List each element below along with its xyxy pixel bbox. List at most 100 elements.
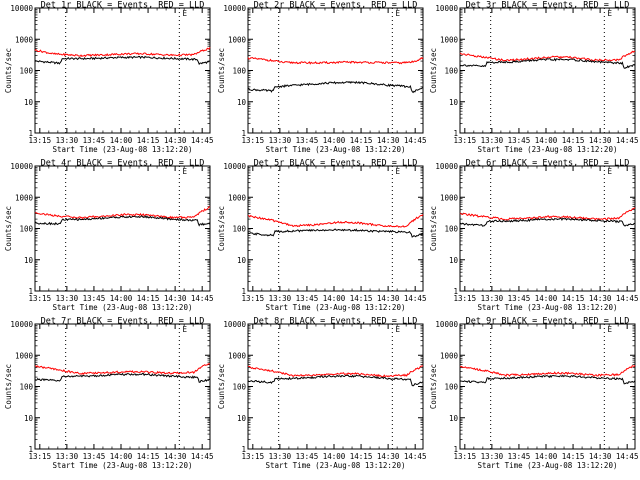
x-tick-label: 14:30	[589, 136, 612, 145]
y-tick-label: 1000	[440, 193, 459, 202]
y-tick-label: 100	[19, 225, 33, 234]
y-tick-label: 1000	[228, 193, 247, 202]
y-axis-label: Counts/sec	[429, 48, 438, 93]
events-series-line	[459, 217, 636, 227]
y-tick-label: 1	[453, 445, 458, 454]
plot-frame	[459, 323, 636, 450]
x-tick-label: 13:30	[56, 452, 79, 461]
panel-title: Det 9r BLACK = Events, RED = LLD	[466, 317, 630, 327]
y-tick-label: 1000	[15, 351, 34, 360]
y-axis-label: Counts/sec	[217, 48, 226, 93]
detector-panel-1: Det 1r BLACK = Events, RED = LLD 1 10 100 10…	[4, 1, 213, 155]
x-tick-label: 14:15	[137, 136, 160, 145]
x-tick-label: 13:15	[29, 136, 52, 145]
lld-series-line	[459, 207, 636, 221]
x-tick-label: 14:00	[323, 136, 346, 145]
x-axis-label: Start Time (23-Aug-08 13:12:20)	[266, 461, 406, 470]
y-axis-label: Counts/sec	[429, 364, 438, 409]
x-tick-label: 14:30	[589, 294, 612, 303]
x-tick-label: 14:15	[350, 136, 373, 145]
y-tick-label: 100	[444, 383, 458, 392]
x-tick-label: 14:15	[562, 294, 585, 303]
x-tick-label: 14:30	[377, 294, 400, 303]
lld-series-line	[247, 57, 424, 65]
x-tick-label: 14:45	[191, 136, 214, 145]
x-tick-label: 14:45	[404, 136, 427, 145]
y-tick-label: 100	[19, 383, 33, 392]
x-tick-label: 13:30	[481, 452, 504, 461]
x-tick-label: 14:45	[404, 452, 427, 461]
x-tick-label: 14:30	[164, 294, 187, 303]
plot-frame	[459, 165, 636, 292]
marker-letter: E	[607, 167, 612, 176]
y-tick-label: 1000	[228, 35, 247, 44]
x-axis-label: Start Time (23-Aug-08 13:12:20)	[478, 303, 618, 312]
x-tick-label: 13:15	[454, 452, 477, 461]
plot-frame	[34, 7, 211, 134]
marker-letter: E	[607, 9, 612, 18]
x-tick-label: 14:30	[164, 136, 187, 145]
x-axis-label: Start Time (23-Aug-08 13:12:20)	[53, 303, 193, 312]
y-tick-label: 1	[28, 445, 33, 454]
panel-title: Det 6r BLACK = Events, RED = LLD	[466, 159, 630, 169]
x-tick-label: 13:30	[269, 136, 292, 145]
y-axis-label: Counts/sec	[4, 364, 13, 409]
y-tick-label: 10	[24, 256, 34, 265]
marker-letter: E	[182, 325, 187, 334]
x-tick-label: 13:30	[481, 136, 504, 145]
y-tick-label: 1000	[228, 351, 247, 360]
panel-title: Det 2r BLACK = Events, RED = LLD	[254, 1, 418, 11]
y-tick-label: 10000	[10, 320, 33, 329]
y-tick-label: 100	[232, 383, 246, 392]
x-tick-label: 13:45	[296, 136, 319, 145]
x-tick-label: 13:15	[454, 294, 477, 303]
marker-letter: E	[395, 9, 400, 18]
panel-title: Det 7r BLACK = Events, RED = LLD	[41, 317, 205, 327]
y-tick-label: 1	[241, 287, 246, 296]
x-tick-label: 13:30	[56, 136, 79, 145]
plot-frame	[34, 165, 211, 292]
x-tick-label: 13:15	[242, 294, 265, 303]
marker-letter: E	[607, 325, 612, 334]
y-tick-label: 10	[24, 414, 34, 423]
plot-frame	[34, 323, 211, 450]
detector-panel-2: Det 2r BLACK = Events, RED = LLD 1 10 100 10…	[217, 1, 426, 155]
panel-title: Det 4r BLACK = Events, RED = LLD	[41, 159, 205, 169]
y-tick-label: 10	[449, 414, 459, 423]
y-tick-label: 10000	[435, 320, 458, 329]
marker-letter: E	[395, 325, 400, 334]
x-tick-label: 14:15	[350, 294, 373, 303]
x-tick-label: 14:00	[535, 452, 558, 461]
x-tick-label: 14:30	[377, 136, 400, 145]
x-axis-label: Start Time (23-Aug-08 13:12:20)	[478, 145, 618, 154]
x-tick-label: 14:30	[377, 452, 400, 461]
x-axis-label: Start Time (23-Aug-08 13:12:20)	[266, 303, 406, 312]
detector-panel-3: Det 3r BLACK = Events, RED = LLD 1 10 100 10…	[429, 1, 638, 155]
x-tick-label: 14:45	[191, 452, 214, 461]
y-tick-label: 10	[237, 98, 247, 107]
detector-panel-9: Det 9r BLACK = Events, RED = LLD 1 10 100 10…	[429, 317, 638, 471]
x-tick-label: 14:15	[137, 294, 160, 303]
x-tick-label: 14:30	[589, 452, 612, 461]
x-tick-label: 14:45	[404, 294, 427, 303]
x-tick-label: 14:30	[164, 452, 187, 461]
x-tick-label: 13:30	[269, 294, 292, 303]
y-tick-label: 100	[444, 67, 458, 76]
y-tick-label: 1	[241, 129, 246, 138]
x-tick-label: 14:15	[562, 136, 585, 145]
plot-frame	[247, 165, 424, 292]
x-tick-label: 14:00	[535, 136, 558, 145]
x-tick-label: 14:15	[562, 452, 585, 461]
y-tick-label: 1000	[440, 351, 459, 360]
y-tick-label: 100	[444, 225, 458, 234]
x-tick-label: 13:45	[296, 294, 319, 303]
panel-title: Det 5r BLACK = Events, RED = LLD	[254, 159, 418, 169]
x-axis-label: Start Time (23-Aug-08 13:12:20)	[53, 461, 193, 470]
plot-frame	[459, 7, 636, 134]
x-tick-label: 13:45	[508, 136, 531, 145]
marker-letter: E	[182, 9, 187, 18]
y-tick-label: 100	[232, 67, 246, 76]
x-tick-label: 13:30	[56, 294, 79, 303]
x-tick-label: 14:45	[616, 294, 639, 303]
